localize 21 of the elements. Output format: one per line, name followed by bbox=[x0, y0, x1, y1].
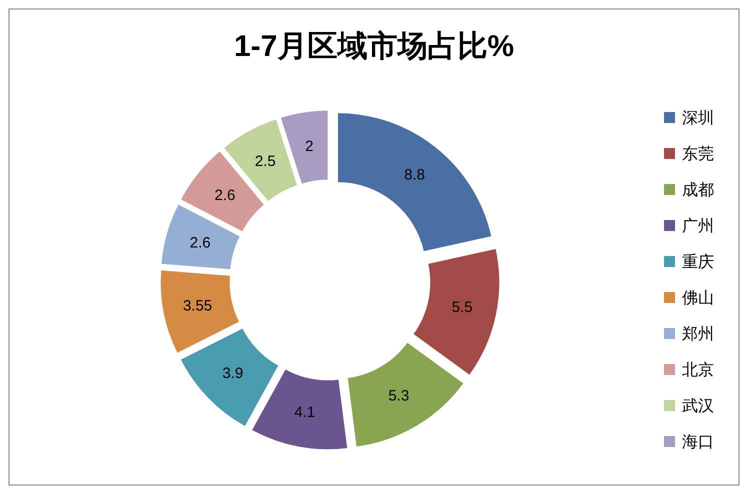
legend-label: 广州 bbox=[682, 217, 714, 235]
legend-label: 东莞 bbox=[682, 145, 714, 163]
legend-label: 郑州 bbox=[682, 325, 714, 343]
data-label: 2.5 bbox=[254, 153, 276, 170]
legend-label: 北京 bbox=[682, 361, 714, 379]
data-label: 5.5 bbox=[452, 299, 473, 316]
data-label: 8.8 bbox=[404, 166, 425, 184]
data-label: 5.3 bbox=[388, 388, 410, 405]
legend-label: 重庆 bbox=[682, 253, 714, 271]
legend-label: 成都 bbox=[682, 181, 714, 199]
legend-label: 海口 bbox=[682, 434, 714, 451]
data-label: 2 bbox=[305, 138, 314, 156]
data-label: 2.6 bbox=[190, 234, 211, 252]
data-label: 4.1 bbox=[294, 404, 316, 422]
legend-label: 佛山 bbox=[682, 289, 714, 307]
chart-title: 1-7月区域市场占比% bbox=[234, 29, 514, 63]
data-label: 3.55 bbox=[182, 298, 212, 315]
legend-label: 武汉 bbox=[682, 397, 714, 415]
data-label: 3.9 bbox=[222, 365, 244, 382]
legend-label: 深圳 bbox=[682, 109, 714, 127]
data-label: 2.6 bbox=[214, 186, 236, 204]
